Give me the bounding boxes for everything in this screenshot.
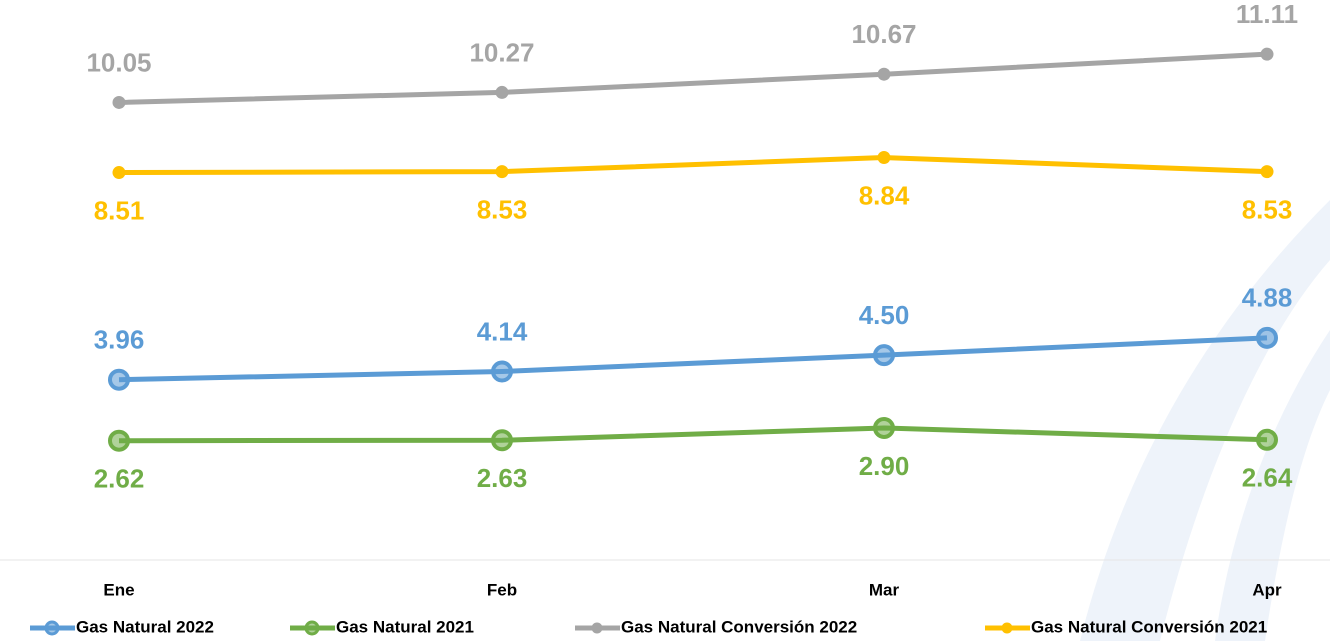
point bbox=[495, 165, 509, 179]
series-line bbox=[118, 425, 1268, 444]
background-swoosh bbox=[1080, 200, 1330, 641]
point bbox=[108, 429, 130, 452]
legend-label: Gas Natural 2021 bbox=[336, 617, 474, 636]
data-label: 4.14 bbox=[477, 316, 528, 346]
data-label: 8.51 bbox=[94, 195, 145, 225]
series-line bbox=[118, 155, 1268, 176]
legend-marker bbox=[304, 620, 320, 636]
data-label: 2.64 bbox=[1242, 463, 1293, 493]
data-label: 4.88 bbox=[1242, 283, 1293, 313]
point bbox=[873, 416, 895, 439]
point bbox=[112, 95, 126, 109]
x-tick-label: Ene bbox=[103, 580, 134, 599]
point bbox=[877, 151, 891, 165]
point bbox=[873, 344, 895, 367]
data-label: 2.63 bbox=[477, 463, 528, 493]
point bbox=[1260, 47, 1274, 61]
legend-label: Gas Natural 2022 bbox=[76, 617, 214, 636]
legend-marker bbox=[1001, 622, 1013, 634]
point bbox=[1260, 165, 1274, 179]
point bbox=[491, 360, 513, 383]
legend-label: Gas Natural Conversión 2021 bbox=[1031, 617, 1267, 636]
data-label: 10.67 bbox=[851, 19, 916, 49]
data-label: 8.84 bbox=[859, 180, 910, 210]
legend-marker bbox=[591, 622, 603, 634]
data-label: 10.27 bbox=[469, 37, 534, 67]
x-tick-label: Mar bbox=[869, 580, 900, 599]
point bbox=[495, 85, 509, 99]
point bbox=[1256, 326, 1278, 349]
series-line bbox=[118, 51, 1268, 105]
data-label: 10.05 bbox=[86, 47, 151, 77]
legend-marker bbox=[44, 620, 60, 636]
point bbox=[877, 67, 891, 81]
point bbox=[108, 368, 130, 391]
data-label: 3.96 bbox=[94, 325, 145, 355]
data-label: 8.53 bbox=[1242, 195, 1293, 225]
series-line bbox=[118, 335, 1268, 383]
data-label: 2.62 bbox=[94, 464, 145, 494]
data-label: 11.11 bbox=[1236, 0, 1298, 29]
point bbox=[491, 429, 513, 452]
data-label: 8.53 bbox=[477, 195, 528, 225]
data-label: 4.50 bbox=[859, 300, 910, 330]
point bbox=[1256, 428, 1278, 451]
point bbox=[112, 166, 126, 180]
data-label: 2.90 bbox=[859, 451, 910, 481]
legend-label: Gas Natural Conversión 2022 bbox=[621, 617, 857, 636]
x-tick-label: Apr bbox=[1252, 580, 1282, 599]
x-tick-label: Feb bbox=[487, 580, 517, 599]
